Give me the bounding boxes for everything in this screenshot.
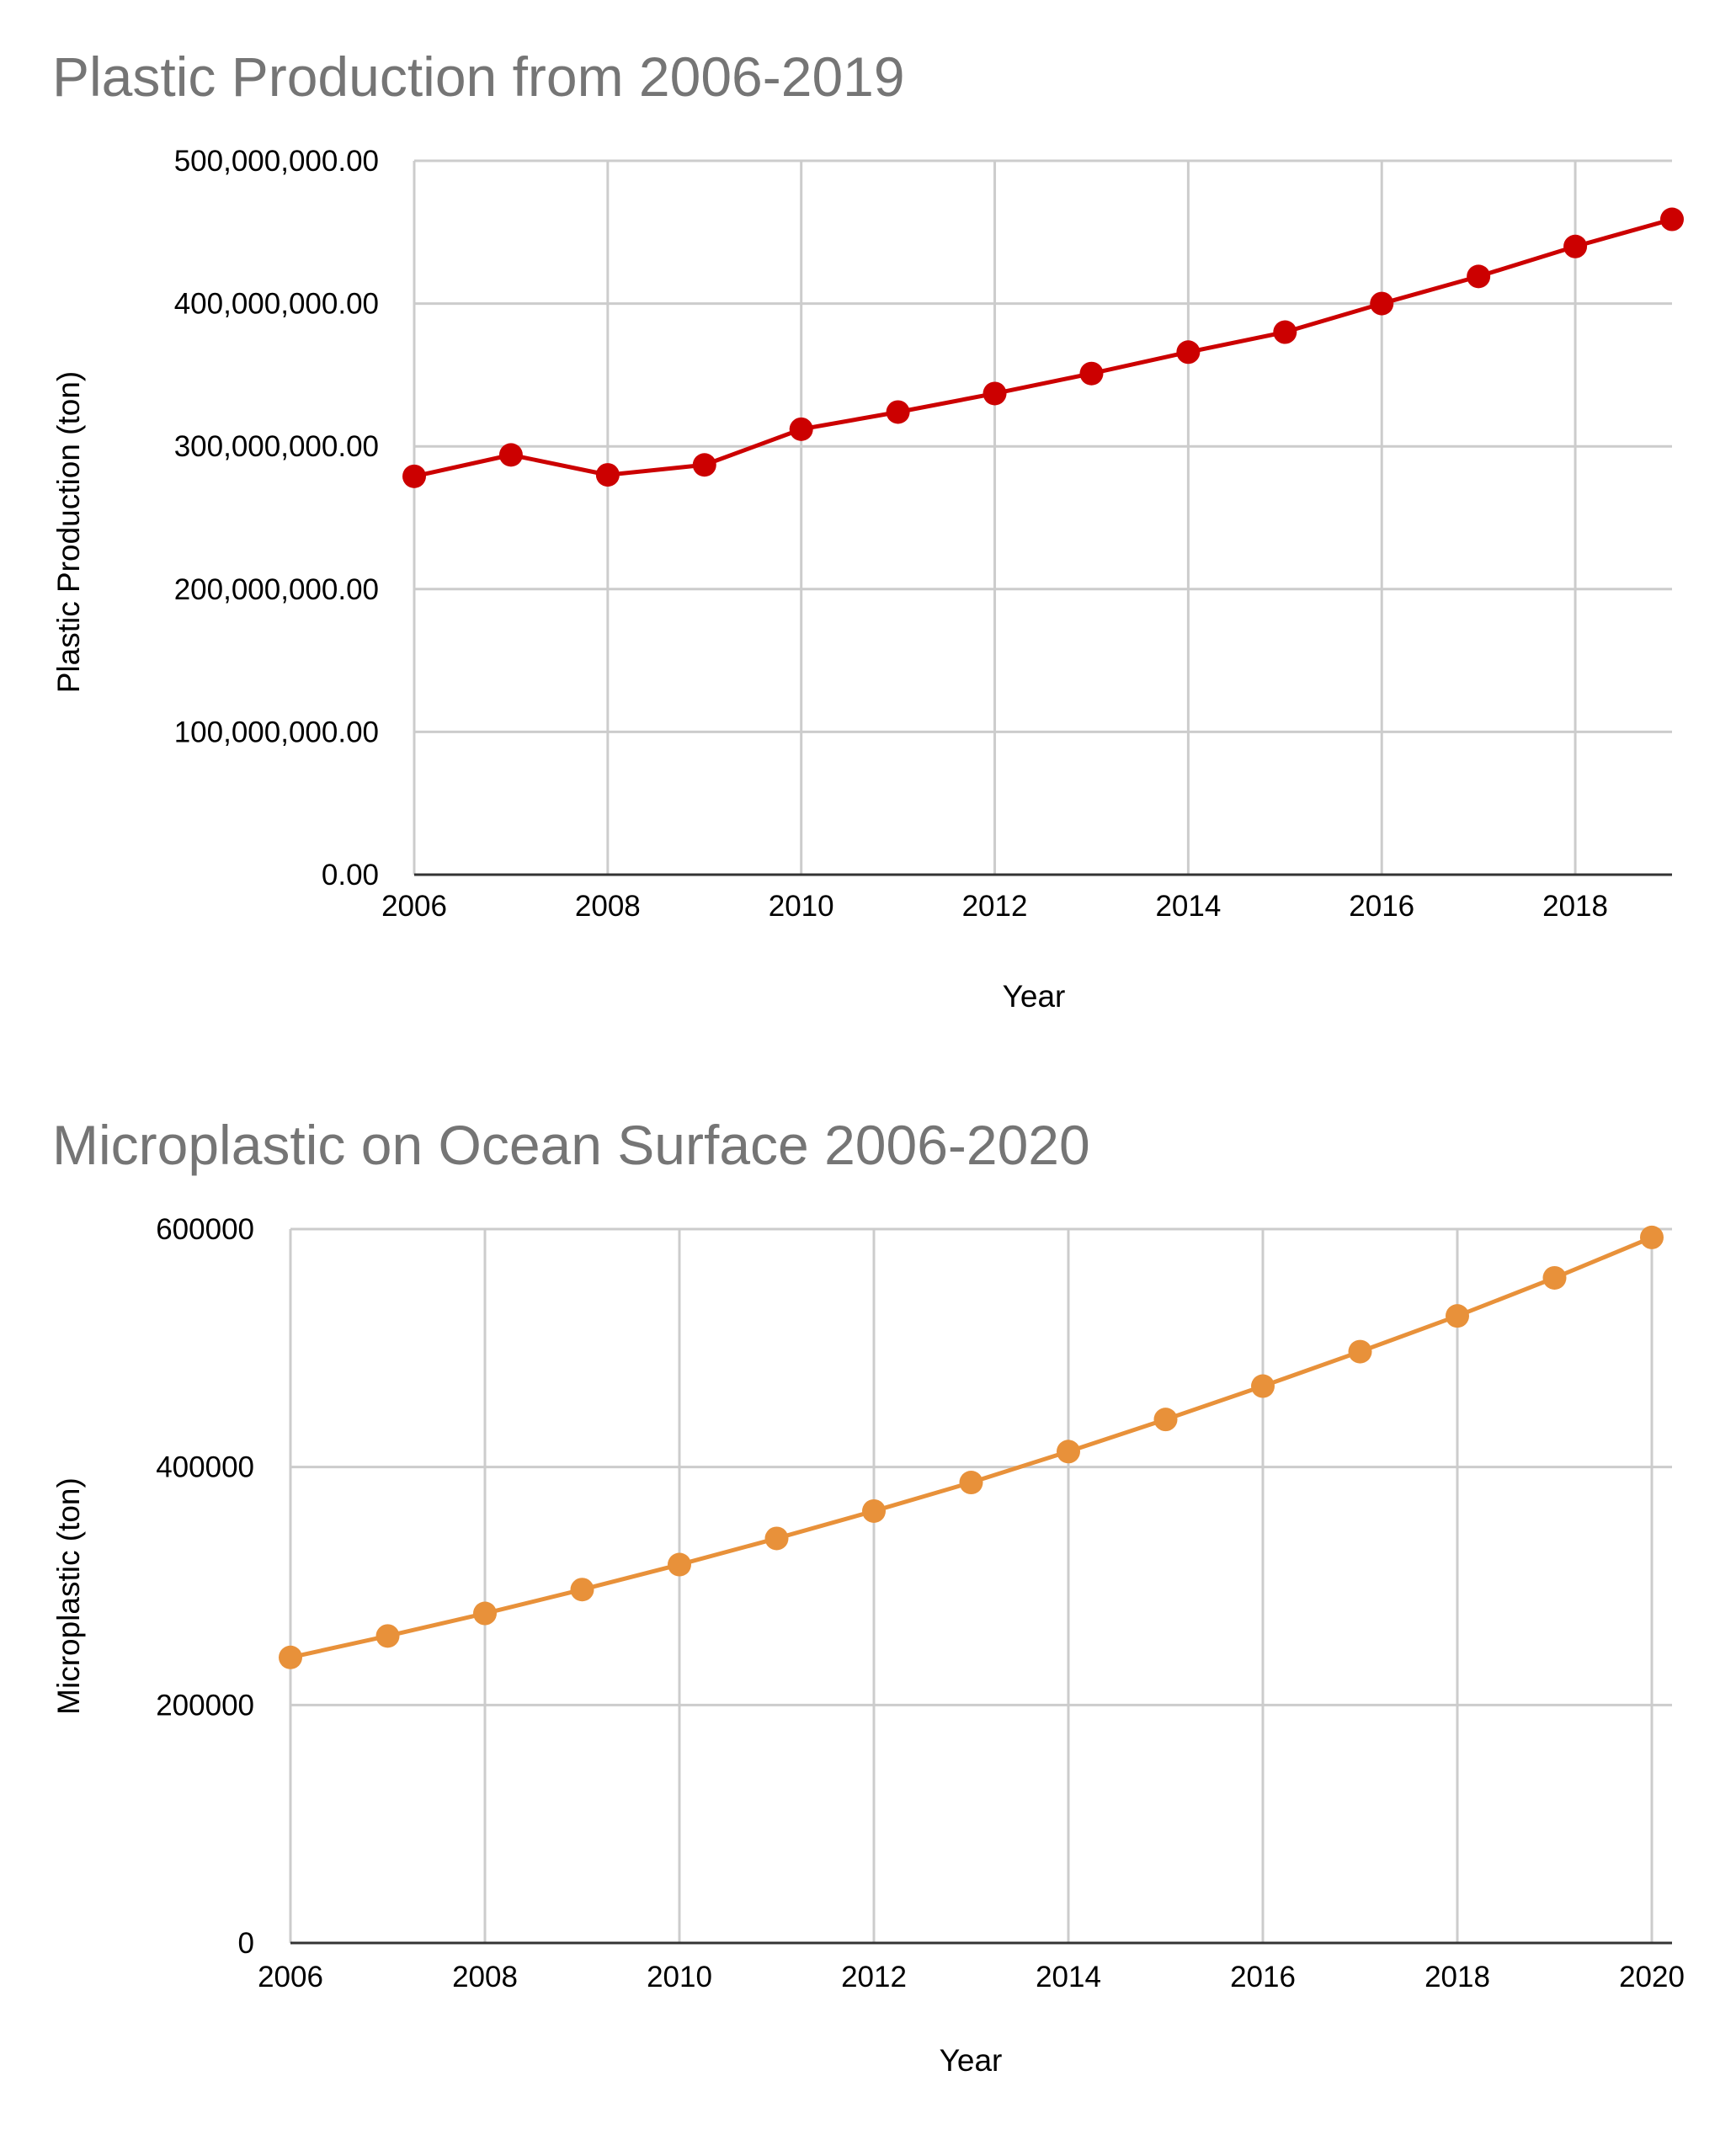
data-point xyxy=(1153,1408,1178,1432)
x-tick-label: 2010 xyxy=(647,1961,712,1993)
data-point xyxy=(764,1526,789,1551)
data-point xyxy=(279,1645,302,1669)
x-tick-label: 2012 xyxy=(841,1961,907,1993)
data-point xyxy=(1251,1374,1275,1398)
y-tick-label: 300,000,000.00 xyxy=(174,430,379,463)
data-point xyxy=(1057,1440,1080,1464)
data-point xyxy=(1446,1304,1469,1328)
chart-title: Microplastic on Ocean Surface 2006-2020 xyxy=(52,1114,1090,1176)
data-point xyxy=(473,1601,497,1626)
plastic-production-chart: Plastic Production from 2006-2019 0.00 10… xyxy=(51,45,1684,1014)
x-tick-label: 2010 xyxy=(769,890,834,923)
x-tick-label: 2018 xyxy=(1542,890,1608,923)
x-tick-label: 2018 xyxy=(1424,1961,1490,1993)
gridlines xyxy=(413,159,1672,875)
data-point xyxy=(1176,340,1201,365)
data-point xyxy=(668,1552,691,1577)
x-tick-labels: 2006 2008 2010 2012 2014 2016 2018 2020 xyxy=(258,1961,1685,1993)
microplastic-chart: Microplastic on Ocean Surface 2006-2020 … xyxy=(51,1114,1685,2078)
data-point xyxy=(498,443,523,467)
y-tick-label: 600000 xyxy=(156,1213,254,1246)
data-point xyxy=(692,453,716,477)
x-tick-label: 2016 xyxy=(1349,890,1414,923)
x-tick-label: 2016 xyxy=(1230,1961,1296,1993)
data-point xyxy=(862,1498,886,1523)
data-point xyxy=(959,1471,983,1495)
x-tick-label: 2014 xyxy=(1155,890,1221,923)
y-tick-labels: 0 200000 400000 600000 xyxy=(156,1213,254,1960)
chart-title: Plastic Production from 2006-2019 xyxy=(52,45,905,108)
series-line xyxy=(290,1235,1653,1660)
data-point xyxy=(1467,264,1491,289)
y-axis-title: Plastic Production (ton) xyxy=(51,371,86,694)
data-point xyxy=(1563,234,1588,258)
x-tick-label: 2012 xyxy=(962,890,1028,923)
y-tick-label: 100,000,000.00 xyxy=(174,716,379,748)
data-point xyxy=(1370,291,1394,316)
data-point xyxy=(595,463,620,487)
data-point xyxy=(570,1578,594,1602)
data-point xyxy=(1348,1339,1372,1364)
y-axis-title: Microplastic (ton) xyxy=(51,1477,86,1715)
y-tick-label: 200000 xyxy=(156,1689,254,1722)
y-tick-label: 0.00 xyxy=(322,859,379,892)
data-point xyxy=(1660,207,1684,232)
x-tick-label: 2020 xyxy=(1619,1961,1685,1993)
series-plastic-production xyxy=(402,207,1684,488)
x-axis-title: Year xyxy=(1003,979,1066,1014)
data-point xyxy=(1542,1265,1567,1290)
x-tick-label: 2006 xyxy=(258,1961,323,1993)
gridlines xyxy=(289,1227,1672,1943)
y-tick-label: 200,000,000.00 xyxy=(174,573,379,606)
data-point xyxy=(1273,320,1297,344)
y-tick-label: 0 xyxy=(238,1927,254,1960)
data-point xyxy=(982,381,1007,406)
y-tick-label: 500,000,000.00 xyxy=(174,145,379,178)
x-tick-label: 2008 xyxy=(575,890,641,923)
data-point xyxy=(886,400,910,424)
x-tick-label: 2014 xyxy=(1036,1961,1101,1993)
data-point xyxy=(1079,361,1104,386)
series-line xyxy=(413,217,1673,479)
data-point xyxy=(1640,1225,1664,1249)
y-tick-label: 400,000,000.00 xyxy=(174,288,379,321)
x-axis-title: Year xyxy=(940,2043,1003,2078)
data-point xyxy=(375,1624,400,1648)
x-tick-labels: 2006 2008 2010 2012 2014 2016 2018 xyxy=(381,890,1608,923)
y-tick-label: 400000 xyxy=(156,1451,254,1484)
series-microplastic xyxy=(279,1225,1664,1669)
x-tick-label: 2006 xyxy=(381,890,447,923)
data-point xyxy=(402,464,426,488)
x-tick-label: 2008 xyxy=(452,1961,518,1993)
data-point xyxy=(789,417,813,441)
y-tick-labels: 0.00 100,000,000.00 200,000,000.00 300,000,… xyxy=(174,145,379,892)
